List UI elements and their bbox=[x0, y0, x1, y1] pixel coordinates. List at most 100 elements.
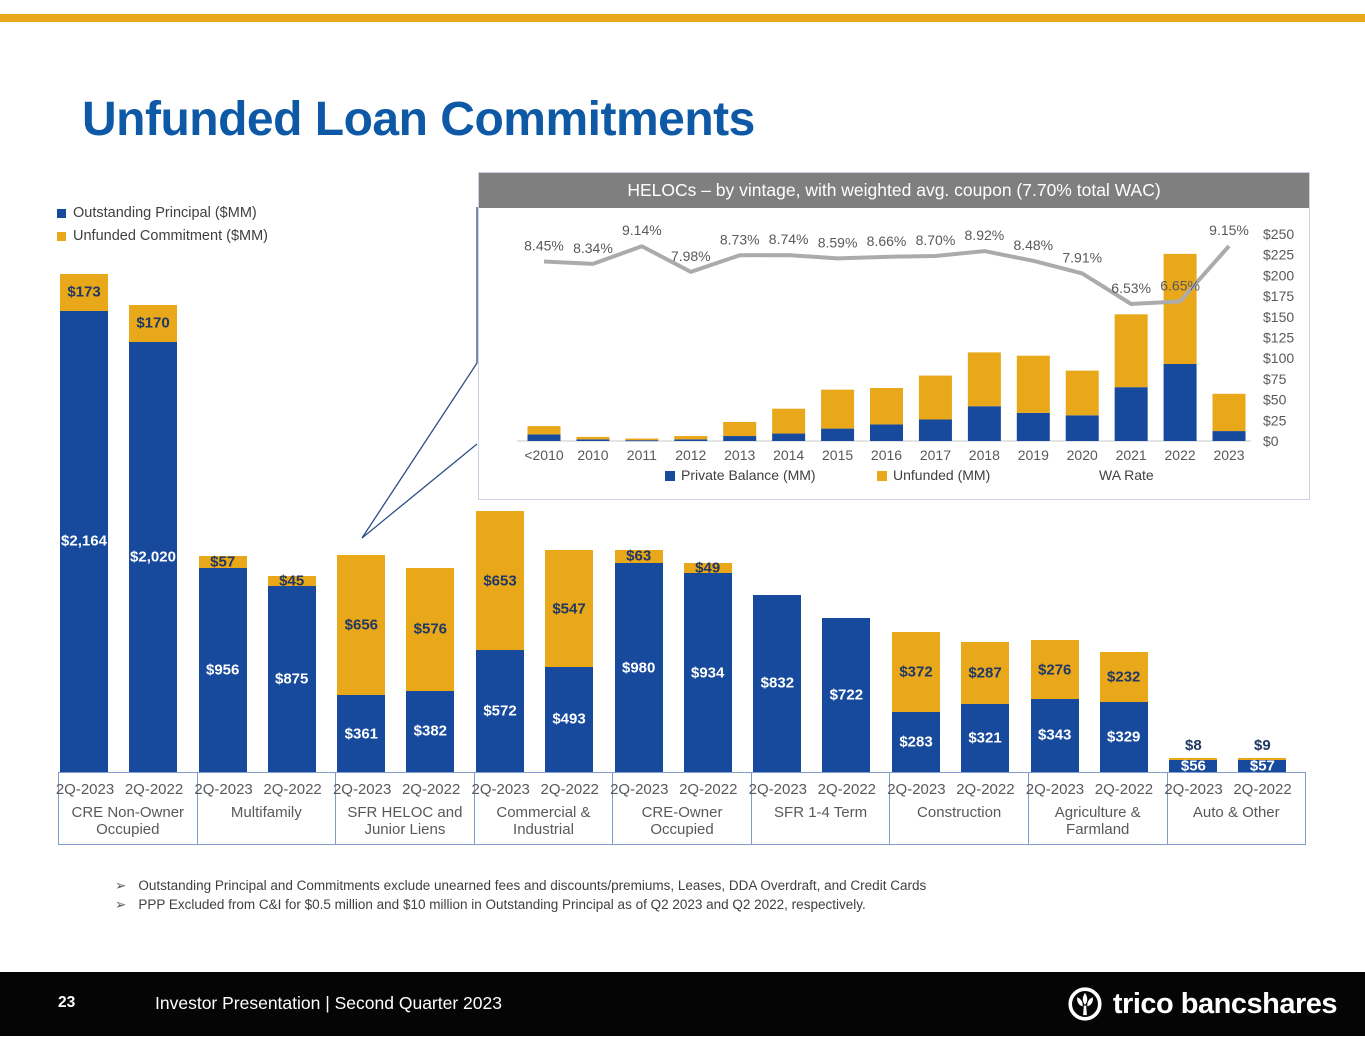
footer-bar: 23 Investor Presentation | Second Quarte… bbox=[0, 972, 1365, 1036]
svg-text:$225: $225 bbox=[1263, 247, 1294, 263]
principal-value-label: $722 bbox=[829, 686, 864, 704]
period-label: 2Q-2023 bbox=[332, 781, 392, 798]
inset-bar-unfunded bbox=[1016, 355, 1050, 413]
category-box: 2Q-2023 2Q-2022 CRE Non-Owner Occupied bbox=[56, 772, 198, 845]
principal-value-label: $382 bbox=[413, 722, 448, 740]
category-label: Commercial & Industrial bbox=[496, 804, 591, 838]
inset-bar-private-balance bbox=[1016, 412, 1050, 441]
logo-text: trico bancshares bbox=[1112, 987, 1338, 1020]
wa-rate-label: 7.98% bbox=[671, 248, 711, 264]
principal-segment bbox=[614, 563, 663, 772]
bar-group: $343 $276 $329 $232 bbox=[1029, 274, 1168, 772]
category-box: 2Q-2023 2Q-2022 Multifamily bbox=[194, 772, 337, 845]
unfunded-segment bbox=[683, 562, 732, 573]
page-title: Unfunded Loan Commitments bbox=[82, 93, 755, 146]
stacked-bar: $2,020 $170 bbox=[129, 305, 177, 772]
principal-swatch bbox=[57, 208, 66, 218]
inset-bar-private-balance bbox=[625, 440, 659, 442]
category-label: CRE Non-Owner Occupied bbox=[71, 804, 185, 838]
inset-bar-unfunded bbox=[723, 421, 757, 437]
inset-bar-private-balance bbox=[821, 428, 855, 441]
principal-segment bbox=[267, 585, 316, 772]
principal-value-label: $572 bbox=[483, 702, 517, 720]
wa-rate-label: 8.45% bbox=[524, 237, 564, 253]
principal-value-label: $361 bbox=[344, 725, 379, 743]
inset-bar-private-balance bbox=[1163, 363, 1197, 441]
svg-text:Unfunded (MM): Unfunded (MM) bbox=[893, 467, 990, 483]
unfunded-value-label: $63 bbox=[626, 547, 652, 565]
category-box: 2Q-2023 2Q-2022 Auto & Other bbox=[1164, 772, 1307, 845]
inset-bar-unfunded bbox=[870, 388, 904, 425]
stacked-bar: $321 $287 bbox=[961, 642, 1010, 772]
stacked-bar: $722 bbox=[822, 618, 871, 772]
stacked-bar: $980 $63 bbox=[614, 547, 663, 772]
period-label: 2Q-2023 bbox=[887, 781, 946, 798]
svg-text:2020: 2020 bbox=[1067, 447, 1098, 463]
stacked-bar: $361 $656 bbox=[337, 555, 386, 772]
unfunded-value-label: $653 bbox=[483, 572, 517, 590]
principal-value-label: $283 bbox=[899, 733, 933, 751]
category-box: 2Q-2023 2Q-2022 Agriculture & Farmland bbox=[1025, 772, 1168, 845]
stacked-bar: $832 bbox=[753, 594, 802, 772]
inset-legend-swatch-unfunded bbox=[877, 471, 887, 481]
svg-text:2015: 2015 bbox=[822, 447, 853, 463]
wa-rate-label: 8.92% bbox=[965, 227, 1005, 243]
period-label: 2Q-2022 bbox=[956, 781, 1015, 798]
stacked-bar: $56 $8 bbox=[1169, 737, 1218, 775]
category-box: 2Q-2023 2Q-2022 SFR HELOC and Junior Liens bbox=[332, 772, 475, 845]
stacked-bar: $382 $576 bbox=[406, 567, 455, 772]
stacked-bar: $572 $653 bbox=[476, 510, 525, 772]
unfunded-value-label: $276 bbox=[1038, 661, 1072, 679]
company-logo: trico bancshares bbox=[1066, 985, 1338, 1023]
principal-segment bbox=[1169, 760, 1218, 772]
svg-text:2016: 2016 bbox=[871, 447, 902, 463]
principal-value-label: $2,020 bbox=[130, 548, 176, 566]
unfunded-segment bbox=[129, 305, 177, 342]
principal-value-label: $321 bbox=[968, 729, 1002, 747]
unfunded-segment bbox=[1099, 652, 1148, 702]
svg-text:$150: $150 bbox=[1263, 309, 1294, 325]
wa-rate-label: 8.74% bbox=[769, 231, 809, 247]
inset-bar-unfunded bbox=[918, 375, 952, 420]
period-label: 2Q-2023 bbox=[1025, 781, 1085, 798]
category-label: Auto & Other bbox=[1192, 804, 1280, 821]
footer-text: Investor Presentation | Second Quarter 2… bbox=[155, 993, 502, 1013]
principal-segment bbox=[961, 703, 1010, 772]
svg-text:2022: 2022 bbox=[1165, 447, 1196, 463]
unfunded-swatch bbox=[57, 231, 66, 241]
legend-label: Unfunded Commitment ($MM) bbox=[73, 228, 268, 244]
top-accent-bar bbox=[0, 14, 1365, 22]
wa-rate-label: 8.34% bbox=[573, 240, 613, 256]
inset-bar-unfunded bbox=[625, 438, 659, 441]
unfunded-value-label: $287 bbox=[968, 664, 1002, 682]
period-label: 2Q-2023 bbox=[748, 781, 807, 798]
inset-bar-private-balance bbox=[870, 424, 904, 441]
unfunded-segment bbox=[198, 556, 247, 569]
svg-text:$50: $50 bbox=[1263, 392, 1287, 408]
inset-bar-unfunded bbox=[772, 408, 806, 434]
wa-rate-label: 7.91% bbox=[1062, 249, 1102, 265]
bar-group: $956 $57 $875 $45 bbox=[197, 274, 336, 772]
principal-segment bbox=[683, 572, 732, 772]
bar-group: $56 $8 $57 $9 bbox=[1167, 274, 1306, 775]
svg-text:<2010: <2010 bbox=[524, 447, 564, 463]
svg-text:Private Balance (MM): Private Balance (MM) bbox=[681, 467, 816, 483]
principal-segment bbox=[1030, 698, 1079, 772]
inset-bar-private-balance bbox=[967, 406, 1001, 441]
principal-segment bbox=[1099, 701, 1148, 772]
wa-rate-label: 9.15% bbox=[1209, 222, 1249, 238]
svg-text:$100: $100 bbox=[1263, 350, 1294, 366]
legend-item-unfunded: Unfunded Commitment ($MM) bbox=[57, 228, 268, 244]
inset-bar-unfunded bbox=[1114, 314, 1148, 388]
principal-value-label: $493 bbox=[552, 710, 586, 728]
period-label: 2Q-2023 bbox=[610, 781, 669, 798]
unfunded-segment bbox=[476, 510, 525, 651]
unfunded-value-label: $656 bbox=[344, 616, 379, 634]
inset-bar-private-balance bbox=[576, 439, 610, 441]
unfunded-value-label: $49 bbox=[695, 559, 721, 577]
bar-group: $2,164 $173 $2,020 $170 bbox=[58, 274, 197, 772]
footnote: ➢ PPP Excluded from C&I for $0.5 million… bbox=[115, 897, 926, 913]
inset-bar-unfunded bbox=[1163, 253, 1197, 364]
legend-item-principal: Outstanding Principal ($MM) bbox=[57, 205, 268, 221]
inset-bar-unfunded bbox=[527, 426, 561, 435]
